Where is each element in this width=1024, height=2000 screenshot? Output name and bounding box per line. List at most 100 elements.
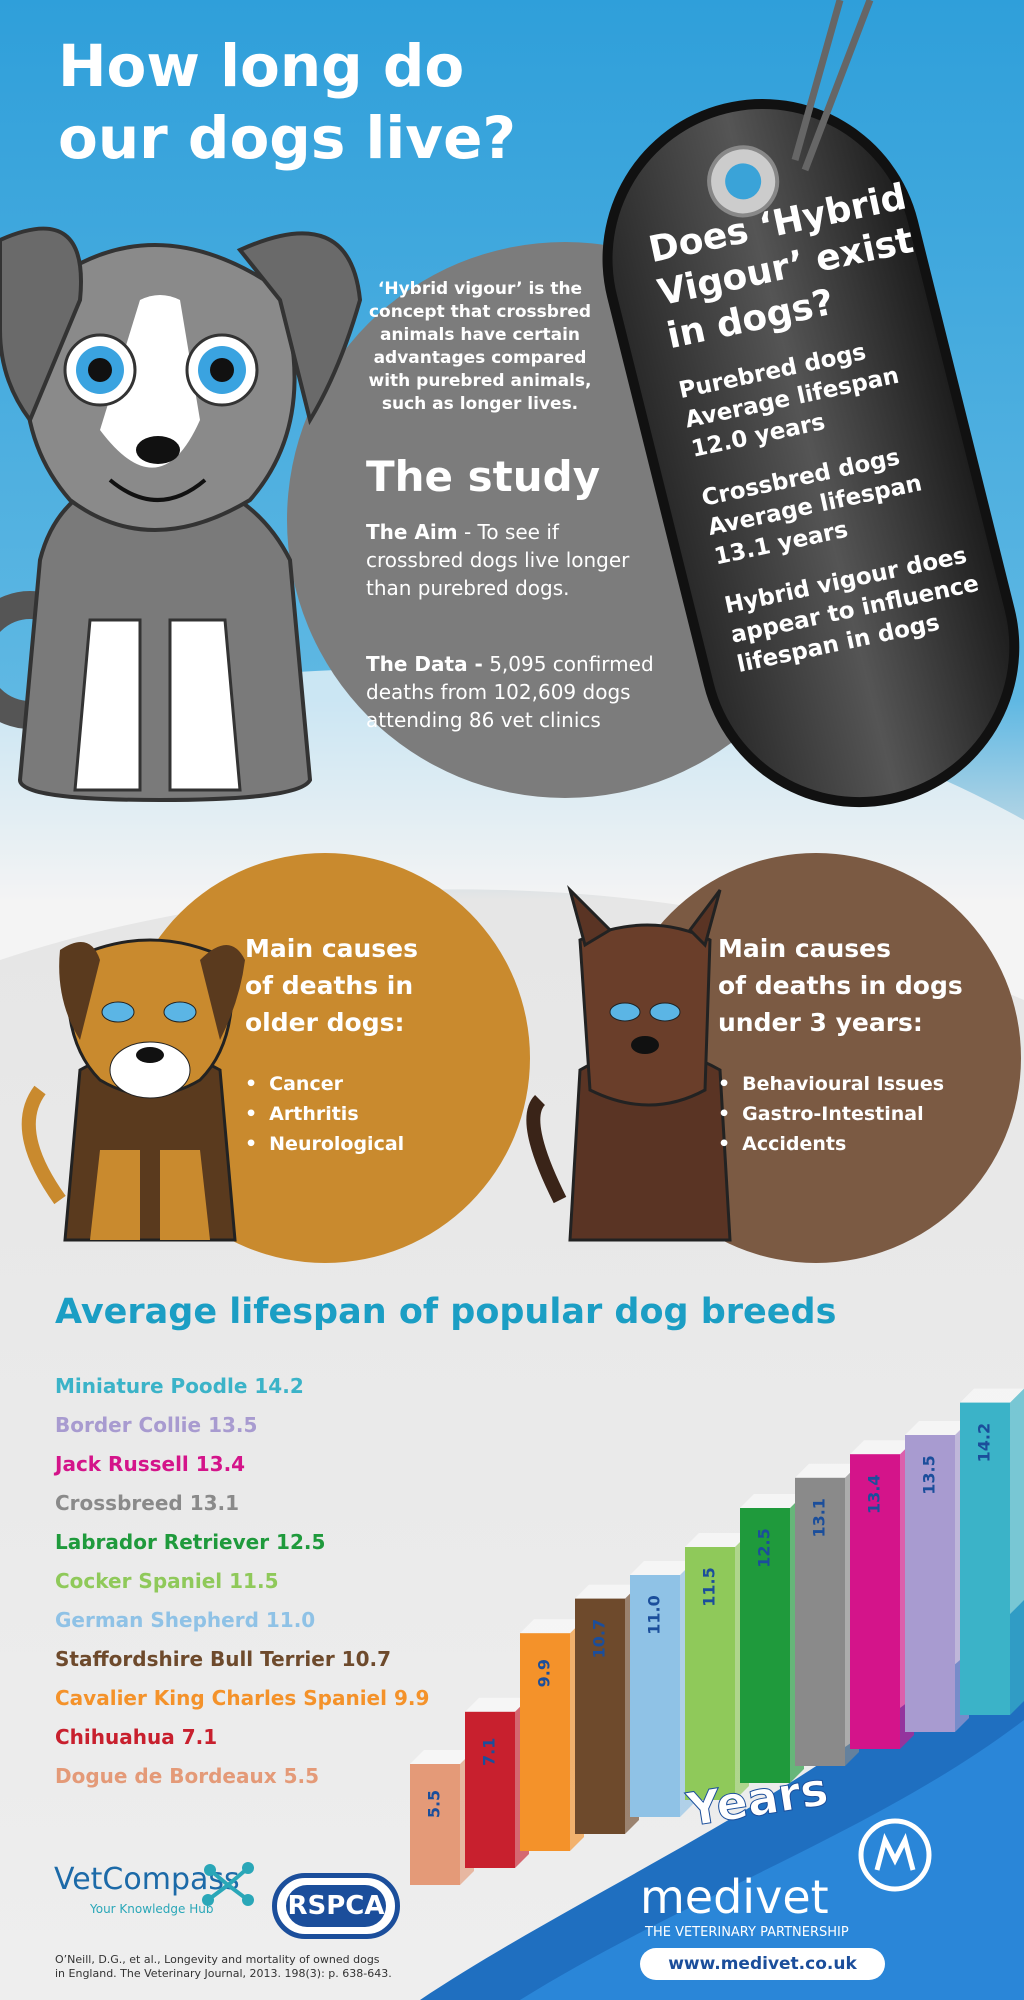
breed-value: 14.2 <box>254 1374 304 1398</box>
bar-label: 11.0 <box>645 1595 664 1634</box>
tag-string <box>791 0 874 172</box>
cause-heading: Main causes of deaths in dogs under 3 year… <box>718 930 963 1041</box>
data-text: 5,095 confirmed deaths from 102,609 dogs… <box>366 652 654 732</box>
bar-top <box>795 1463 859 1478</box>
cause-item: • Behavioural Issues <box>718 1069 963 1099</box>
bar-label: 10.7 <box>590 1619 609 1658</box>
bullet: • <box>245 1073 258 1095</box>
breed-name: Miniature Poodle <box>55 1374 248 1398</box>
cause-item: • Accidents <box>718 1129 963 1159</box>
bar <box>410 1764 460 1885</box>
breed-name: Staffordshire Bull Terrier <box>55 1647 335 1671</box>
medivet-emblem <box>858 1818 932 1892</box>
bar-top <box>410 1750 474 1764</box>
breed-item: Cavalier King Charles Spaniel 9.9 <box>55 1686 429 1710</box>
cause-heading-line: older dogs: <box>245 1008 405 1037</box>
aim-label: The Aim <box>366 520 458 544</box>
bar <box>850 1454 900 1749</box>
cause-text: Accidents <box>742 1133 847 1155</box>
breed-value: 13.5 <box>208 1413 258 1437</box>
breed-value: 11.5 <box>229 1569 279 1593</box>
citation-line: in England. The Veterinary Journal, 2013… <box>55 1967 392 1980</box>
bullet: • <box>718 1133 731 1155</box>
intro-line: such as longer lives. <box>381 394 579 414</box>
cause-item: • Arthritis <box>245 1099 418 1129</box>
bar-top <box>960 1388 1024 1403</box>
intro-line: advantages compared <box>373 348 587 368</box>
breed-item: German Shepherd 11.0 <box>55 1608 315 1632</box>
bar-label: 12.5 <box>755 1528 774 1567</box>
intro-line: ‘Hybrid vigour’ is the <box>377 279 583 299</box>
study-aim: The Aim - To see if crossbred dogs live … <box>366 518 656 602</box>
intro-line: concept that crossbred <box>368 302 592 322</box>
bar <box>465 1711 515 1868</box>
breed-value: 11.0 <box>265 1608 316 1632</box>
bar <box>795 1477 845 1766</box>
bullet: • <box>718 1073 731 1095</box>
cause-text: Gastro-Intestinal <box>742 1103 924 1125</box>
breed-name: Crossbreed <box>55 1491 183 1515</box>
cause-heading-line: Main causes <box>245 934 419 963</box>
young-causes: Main causes of deaths in dogs under 3 year… <box>718 930 963 1159</box>
bullet: • <box>245 1133 258 1155</box>
bar-top <box>685 1533 749 1547</box>
bar <box>685 1547 735 1800</box>
cause-heading-line: Main causes <box>718 934 892 963</box>
bar <box>960 1402 1010 1715</box>
dog-orange <box>21 938 245 1242</box>
breed-item: Staffordshire Bull Terrier 10.7 <box>55 1647 391 1671</box>
older-causes: Main causes of deaths in older dogs: • Cance… <box>245 930 418 1159</box>
bar <box>575 1598 625 1834</box>
cause-heading-line: of deaths in dogs <box>718 971 963 1000</box>
bar <box>520 1633 570 1851</box>
medivet-url: www.medivet.co.uk <box>640 1948 885 1980</box>
bottom-wave <box>520 1720 1024 2000</box>
bar <box>630 1575 680 1817</box>
bar-label: 7.1 <box>480 1738 499 1766</box>
medivet-tagline: THE VETERINARY PARTNERSHIP <box>645 1925 849 1940</box>
breed-name: Border Collie <box>55 1413 202 1437</box>
breed-item: Labrador Retriever 12.5 <box>55 1530 325 1554</box>
dog-grey <box>0 226 363 803</box>
cause-heading-line: under 3 years: <box>718 1008 923 1037</box>
bar-top <box>575 1584 639 1599</box>
intro-line: animals have certain <box>379 325 581 345</box>
breed-item: Jack Russell 13.4 <box>55 1452 245 1476</box>
intro: ‘Hybrid vigour’ is the concept that cross… <box>360 278 600 416</box>
breed-item: Border Collie 13.5 <box>55 1413 257 1437</box>
cause-text: Arthritis <box>269 1103 359 1125</box>
study-data: The Data - 5,095 confirmed deaths from 1… <box>366 650 656 734</box>
cause-text: Cancer <box>269 1073 343 1095</box>
bar-label: 13.1 <box>810 1498 829 1537</box>
medivet-logo: medivet <box>640 1870 829 1924</box>
bar-label: 13.5 <box>920 1455 939 1494</box>
bar-top <box>740 1494 804 1508</box>
cause-item: • Neurological <box>245 1129 418 1159</box>
study-heading: The study <box>366 452 601 501</box>
bar-side <box>1010 1388 1024 1715</box>
bar-label: 5.5 <box>425 1790 444 1818</box>
breed-value: 12.5 <box>276 1530 326 1554</box>
breed-item: Cocker Spaniel 11.5 <box>55 1569 279 1593</box>
chart-title: Average lifespan of popular dog breeds <box>55 1292 837 1332</box>
breed-item: Dogue de Bordeaux 5.5 <box>55 1764 319 1788</box>
breed-value: 10.7 <box>341 1647 392 1671</box>
breed-name: Cocker Spaniel <box>55 1569 223 1593</box>
breed-name: Chihuahua <box>55 1725 175 1749</box>
breed-item: Miniature Poodle 14.2 <box>55 1374 304 1398</box>
intro-line: with purebred animals, <box>368 371 592 391</box>
bar-top <box>465 1697 529 1712</box>
data-label: The Data - <box>366 652 483 676</box>
bar-top <box>905 1421 969 1435</box>
breed-name: German Shepherd <box>55 1608 259 1632</box>
citation: O’Neill, D.G., et al., Longevity and mor… <box>55 1953 392 1981</box>
cause-item: • Cancer <box>245 1069 418 1099</box>
breed-value: 13.1 <box>189 1491 240 1515</box>
breed-name: Cavalier King Charles Spaniel <box>55 1686 387 1710</box>
cause-heading: Main causes of deaths in older dogs: <box>245 930 418 1041</box>
bar-label: 14.2 <box>975 1423 994 1462</box>
title-line: How long do <box>58 32 465 100</box>
